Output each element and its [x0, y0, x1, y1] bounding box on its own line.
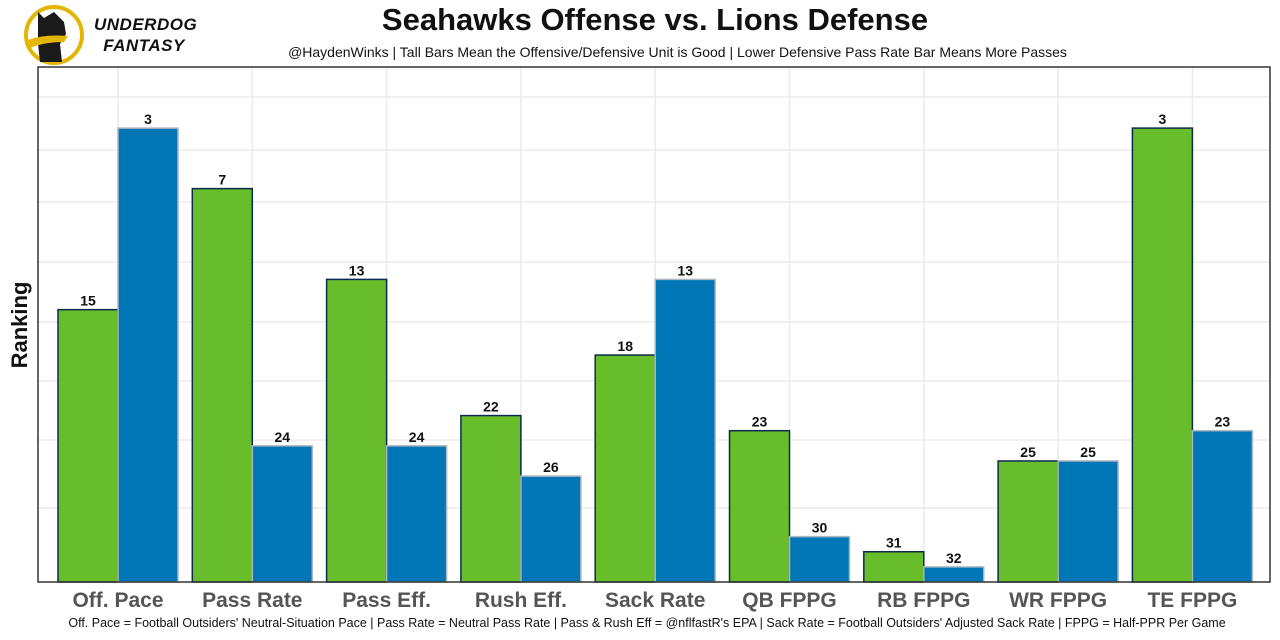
bar-defense [788, 535, 851, 583]
bar-defense [654, 278, 716, 583]
bar-offense [997, 460, 1059, 583]
bar-defense [1057, 460, 1119, 583]
data-label: 24 [409, 429, 425, 445]
underdog-fantasy-logo: UNDERDOG FANTASY [24, 4, 204, 65]
data-label: 24 [275, 429, 291, 445]
x-tick-label: WR FPPG [1009, 589, 1107, 612]
data-label: 32 [946, 550, 962, 566]
bar-defense [1191, 429, 1254, 583]
bar-offense [57, 308, 119, 583]
bar-offense [594, 354, 656, 583]
data-label: 25 [1080, 444, 1096, 460]
x-tick-label: Pass Rate [202, 589, 302, 612]
bar-offense [728, 429, 791, 583]
data-label: 7 [218, 172, 226, 188]
data-label: 26 [543, 459, 559, 475]
x-tick-label: Rush Eff. [475, 589, 567, 612]
data-label: 30 [812, 520, 828, 536]
data-label: 23 [752, 414, 768, 430]
x-tick-label: Off. Pace [72, 589, 163, 612]
data-label: 25 [1020, 444, 1036, 460]
x-tick-label: RB FPPG [877, 589, 970, 612]
data-label: 3 [144, 111, 152, 127]
bar-defense [117, 127, 179, 583]
x-tick-label: QB FPPG [742, 589, 837, 612]
bar-defense [520, 475, 582, 583]
bar-defense [251, 445, 314, 583]
data-label: 22 [483, 399, 499, 415]
chart-caption: Off. Pace = Football Outsiders' Neutral-… [68, 616, 1226, 630]
x-tick-label: Pass Eff. [342, 589, 431, 612]
bar-offense [325, 278, 388, 583]
data-label: 13 [349, 262, 365, 278]
bar-offense [460, 414, 522, 583]
chart-subtitle: @HaydenWinks | Tall Bars Mean the Offens… [288, 44, 1067, 60]
data-label: 18 [617, 338, 633, 354]
bar-offense [1131, 127, 1194, 583]
data-label: 31 [886, 535, 902, 551]
data-label: 13 [677, 262, 693, 278]
bar-offense [863, 550, 925, 583]
data-label: 15 [80, 293, 96, 309]
chart-title: Seahawks Offense vs. Lions Defense [381, 2, 929, 37]
bar-defense [385, 445, 448, 583]
x-tick-label: TE FPPG [1147, 589, 1237, 612]
bar-defense [923, 566, 985, 583]
dog-logo-icon [24, 5, 84, 65]
x-tick-label: Sack Rate [605, 589, 705, 612]
data-label: 23 [1215, 414, 1231, 430]
plot-border [37, 66, 1271, 583]
data-label: 3 [1159, 111, 1167, 127]
logo-text: UNDERDOG FANTASY [94, 15, 198, 55]
bar-offense [191, 187, 254, 583]
